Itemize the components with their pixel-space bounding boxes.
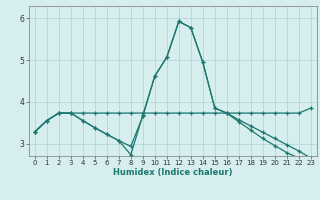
X-axis label: Humidex (Indice chaleur): Humidex (Indice chaleur) <box>113 168 233 177</box>
